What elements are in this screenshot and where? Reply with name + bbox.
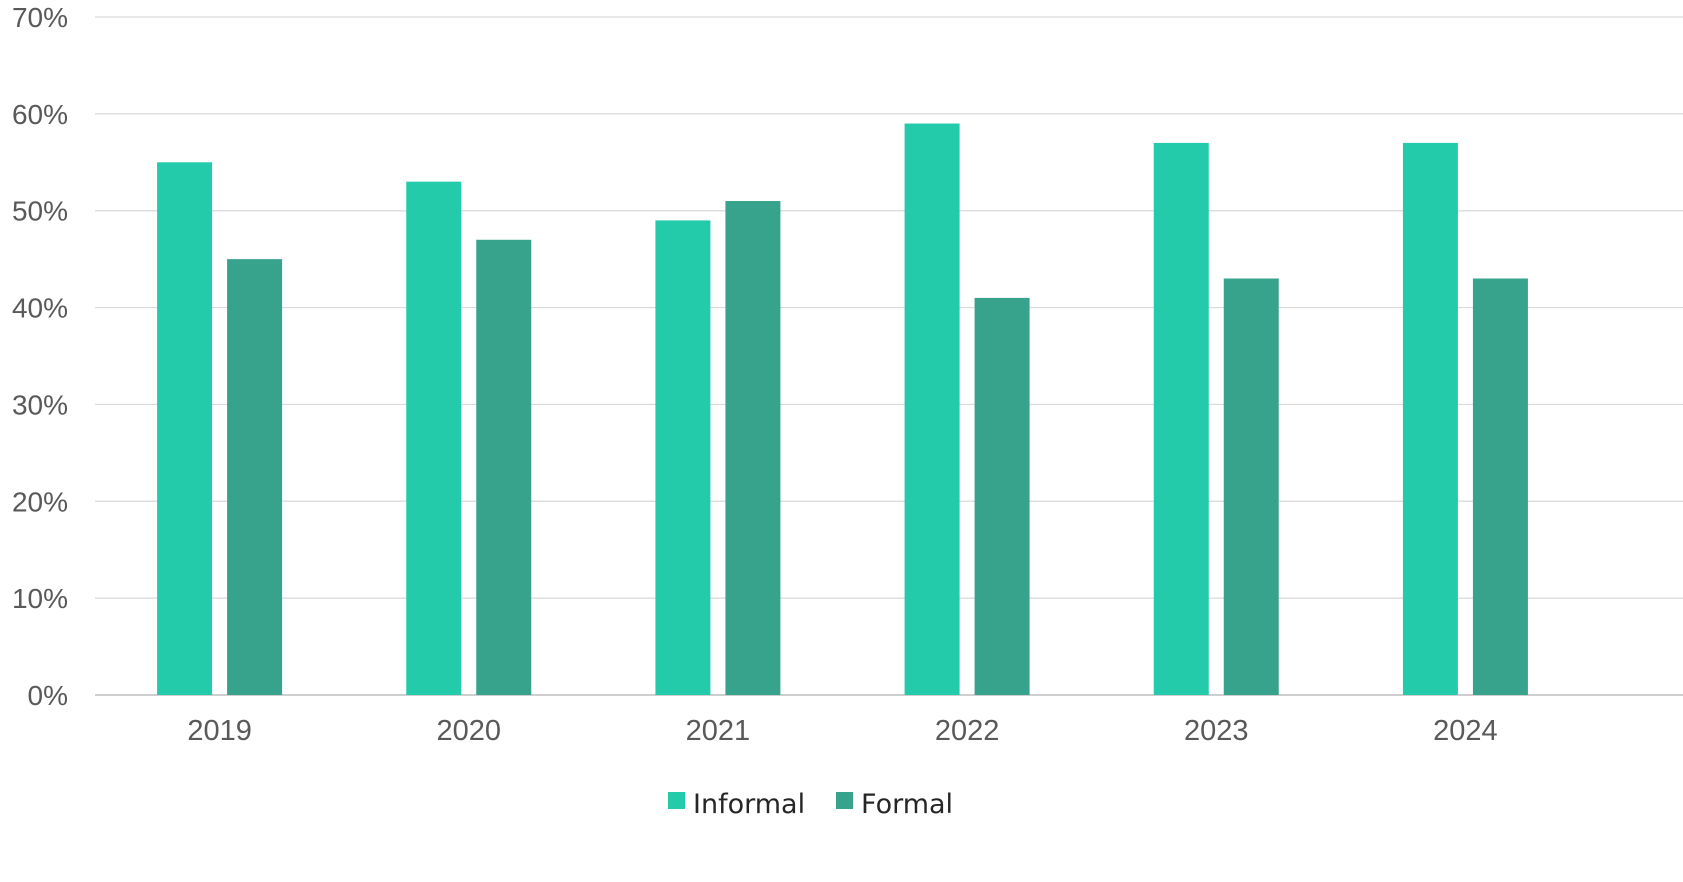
bar-informal-2022 bbox=[904, 123, 960, 696]
bar-formal-2023 bbox=[1223, 278, 1279, 695]
y-tick-label: 40% bbox=[12, 293, 68, 324]
legend: Informal Formal bbox=[668, 789, 953, 820]
y-tick-label: 0% bbox=[28, 680, 68, 711]
bar-informal-2019 bbox=[157, 162, 213, 696]
y-axis-tick-labels: 0% 10% 20% 30% 40% 50% 60% 70% bbox=[12, 2, 68, 711]
bar-formal-2024 bbox=[1472, 278, 1528, 695]
legend-swatch-formal bbox=[836, 792, 853, 809]
y-tick-label: 70% bbox=[12, 2, 68, 33]
legend-label-informal: Informal bbox=[693, 789, 805, 820]
bar-formal-2021 bbox=[725, 201, 781, 695]
y-tick-label: 50% bbox=[12, 196, 68, 227]
x-tick-label: 2020 bbox=[436, 715, 501, 747]
bar-informal-2020 bbox=[406, 181, 462, 695]
bar-formal-2022 bbox=[974, 297, 1030, 695]
y-tick-label: 20% bbox=[12, 486, 68, 517]
x-tick-label: 2022 bbox=[935, 715, 1000, 747]
y-tick-label: 10% bbox=[12, 583, 68, 614]
bar-informal-2023 bbox=[1153, 142, 1209, 695]
bars bbox=[157, 123, 1528, 696]
legend-label-formal: Formal bbox=[861, 789, 953, 820]
legend-swatch-informal bbox=[668, 792, 685, 809]
x-tick-label: 2023 bbox=[1184, 715, 1249, 747]
x-tick-label: 2019 bbox=[187, 715, 252, 747]
y-tick-label: 30% bbox=[12, 389, 68, 420]
bar-informal-2024 bbox=[1402, 142, 1458, 695]
y-tick-label: 60% bbox=[12, 99, 68, 130]
x-tick-label: 2021 bbox=[686, 715, 751, 747]
bar-formal-2019 bbox=[227, 259, 283, 695]
bar-formal-2020 bbox=[476, 239, 532, 695]
x-axis-tick-labels: 2019 2020 2021 2022 2023 2024 bbox=[187, 715, 1497, 747]
x-tick-label: 2024 bbox=[1433, 715, 1498, 747]
bar-informal-2021 bbox=[655, 220, 711, 695]
